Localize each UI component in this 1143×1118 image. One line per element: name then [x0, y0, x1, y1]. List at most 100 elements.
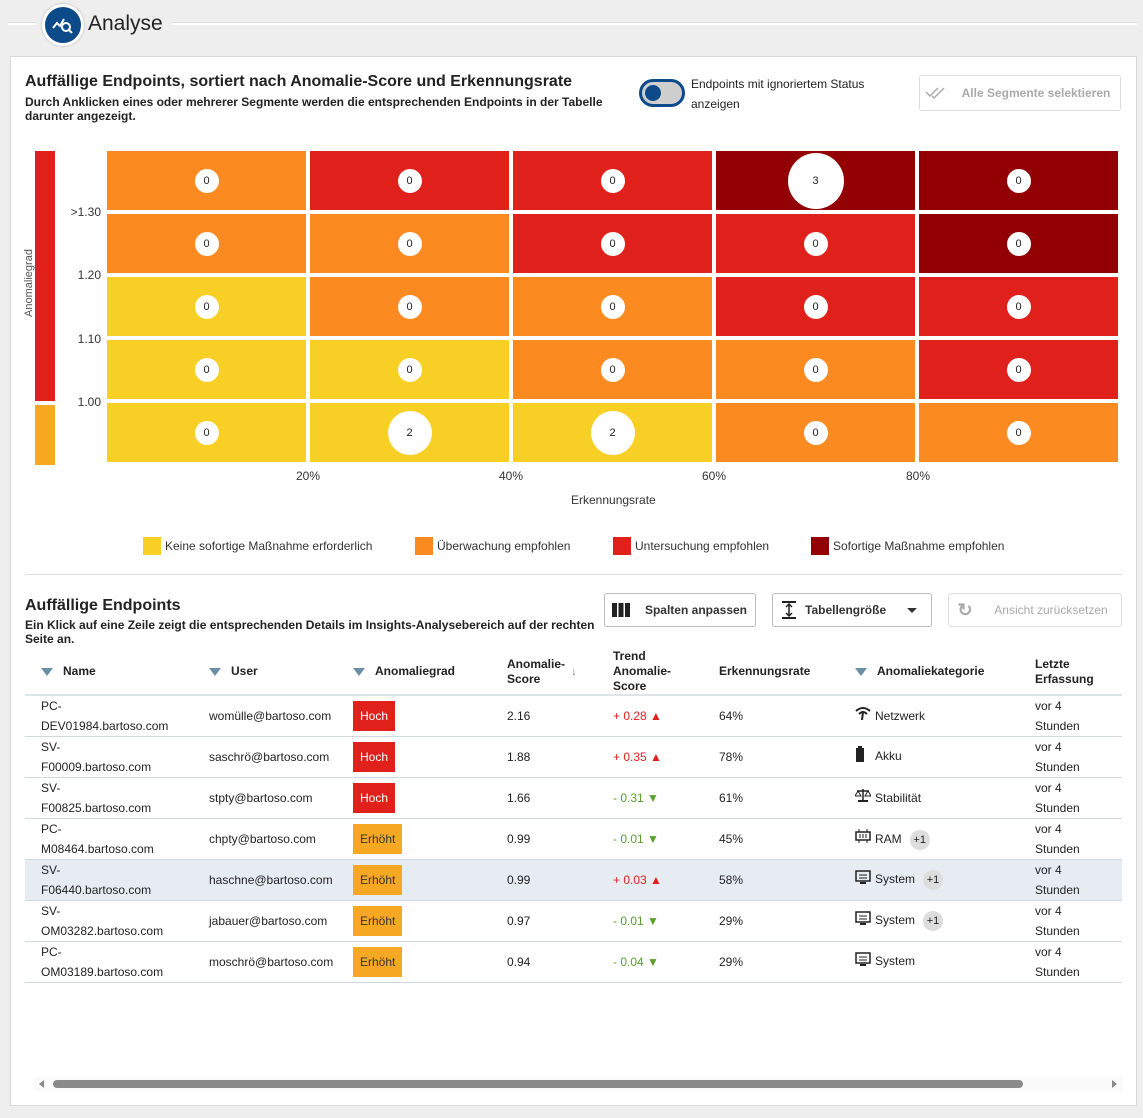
header-divider-left	[8, 22, 36, 25]
y-tick: 1.10	[77, 332, 101, 346]
filter-icon[interactable]	[353, 667, 365, 676]
grade-badge: Hoch	[353, 783, 396, 813]
battery-icon	[855, 746, 871, 768]
filter-icon[interactable]	[209, 667, 221, 676]
heatmap-cell[interactable]: 0	[716, 403, 915, 462]
col-header-rate[interactable]: Erkennungsrate	[719, 649, 855, 696]
col-header-score[interactable]: Anomalie-Score ↓	[507, 649, 613, 696]
heatmap-cell[interactable]: 0	[919, 151, 1118, 210]
heatmap-cell[interactable]: 0	[310, 214, 509, 273]
filter-icon[interactable]	[41, 667, 53, 676]
reset-view-label: Ansicht zurücksetzen	[994, 603, 1108, 617]
col-header-category[interactable]: Anomaliekategorie	[855, 649, 1035, 696]
col-label: Name	[63, 664, 96, 678]
reset-view-button[interactable]: ↻ Ansicht zurücksetzen	[948, 593, 1122, 627]
col-header-grade[interactable]: Anomaliegrad	[353, 649, 507, 696]
category-label: System	[875, 954, 916, 969]
table-size-label: Tabellengröße	[805, 603, 887, 617]
last-capture: vor 4 Stunden	[1035, 740, 1080, 774]
cell-user: chpty@bartoso.com	[193, 818, 353, 860]
analysis-icon	[42, 4, 84, 46]
heatmap-cell[interactable]: 0	[919, 277, 1118, 336]
filter-icon[interactable]	[855, 667, 867, 676]
cell-count-bubble: 0	[194, 420, 219, 445]
category-label: RAM	[875, 831, 902, 846]
triangle-up-icon: ▲	[650, 709, 662, 723]
cell-count-bubble: 0	[1006, 168, 1031, 193]
heatmap-cell[interactable]: 0	[919, 214, 1118, 273]
heatmap-cell[interactable]: 0	[107, 403, 306, 462]
heatmap-cell[interactable]: 0	[513, 277, 712, 336]
heatmap-cell[interactable]: 0	[107, 214, 306, 273]
col-header-name[interactable]: Name	[25, 649, 193, 696]
extra-count-badge[interactable]: +1	[909, 829, 930, 850]
table-row[interactable]: SV- OM03282.bartoso.com jabauer@bartoso.co…	[25, 900, 1122, 942]
grade-badge: Hoch	[353, 742, 396, 772]
heatmap-cell[interactable]: 0	[310, 340, 509, 399]
cell-trend: - 0.01 ▼	[613, 818, 719, 860]
legend-swatch	[415, 537, 433, 555]
heatmap-cell[interactable]: 0	[310, 151, 509, 210]
heatmap-cell[interactable]: 0	[716, 340, 915, 399]
sort-desc-icon[interactable]: ↓	[571, 663, 577, 678]
heatmap-cell[interactable]: 0	[107, 151, 306, 210]
table-row[interactable]: SV- F06440.bartoso.com haschne@bartoso.com…	[25, 859, 1122, 901]
legend-swatch	[613, 537, 631, 555]
col-header-last[interactable]: Letzte Erfassung	[1035, 649, 1122, 696]
heatmap-cell[interactable]: 0	[919, 403, 1118, 462]
adjust-columns-button[interactable]: Spalten anpassen	[604, 593, 756, 627]
heatmap-cell[interactable]: 0	[513, 340, 712, 399]
table-row[interactable]: PC- M08464.bartoso.com chpty@bartoso.com Er…	[25, 818, 1122, 860]
category-label: Netzwerk	[875, 708, 926, 723]
col-label: Anomaliegrad	[375, 664, 456, 678]
heatmap-cell[interactable]: 0	[919, 340, 1118, 399]
last-capture: vor 4 Stunden	[1035, 904, 1080, 938]
heatmap-cell[interactable]: 2	[310, 403, 509, 462]
cell-rate: 78%	[719, 736, 855, 778]
extra-count-badge[interactable]: +1	[923, 870, 944, 891]
heatmap-cell[interactable]: 3	[716, 151, 915, 210]
memory-icon	[855, 829, 871, 849]
scroll-right-arrow[interactable]	[1112, 1080, 1117, 1088]
table-row[interactable]: PC- DEV01984.bartoso.com womülle@bartoso.c…	[25, 695, 1122, 737]
page-header: Analyse	[0, 0, 1143, 52]
grade-badge: Erhöht	[353, 865, 403, 895]
ignored-status-toggle[interactable]	[639, 79, 685, 107]
scrollbar-thumb[interactable]	[53, 1080, 1023, 1088]
cell-last: vor 4 Stunden	[1035, 818, 1122, 860]
cell-count-bubble: 0	[397, 168, 422, 193]
cell-trend: - 0.04 ▼	[613, 941, 719, 983]
heatmap-cell[interactable]: 0	[513, 214, 712, 273]
cell-name: PC- OM03189.bartoso.com	[25, 941, 193, 983]
heatmap-cell[interactable]: 0	[716, 214, 915, 273]
col-header-user[interactable]: User	[193, 649, 353, 696]
table-size-dropdown[interactable]: Tabellengröße	[772, 593, 932, 627]
reset-icon: ↻	[957, 599, 973, 620]
section-divider	[25, 574, 1122, 575]
cell-count-bubble: 0	[397, 357, 422, 382]
cell-rate: 29%	[719, 941, 855, 983]
table-row[interactable]: SV- F00825.bartoso.com stpty@bartoso.com Ho…	[25, 777, 1122, 819]
table-row[interactable]: PC- OM03189.bartoso.com moschrö@bartoso.co…	[25, 941, 1122, 983]
horizontal-scrollbar[interactable]	[33, 1077, 1123, 1091]
heatmap-cell[interactable]: 0	[310, 277, 509, 336]
col-header-trend[interactable]: Trend Anomalie-Score	[613, 649, 719, 696]
table-row[interactable]: SV- F00009.bartoso.com saschrö@bartoso.com…	[25, 736, 1122, 778]
heatmap-cell[interactable]: 0	[107, 277, 306, 336]
endpoint-name: SV- F06440.bartoso.com	[41, 863, 152, 897]
cell-grade: Hoch	[353, 777, 507, 819]
cell-trend: + 0.28 ▲	[613, 695, 719, 737]
endpoint-name: SV- F00825.bartoso.com	[41, 781, 152, 815]
extra-count-badge[interactable]: +1	[923, 911, 944, 932]
heatmap-cell[interactable]: 0	[716, 277, 915, 336]
heatmap-cell[interactable]: 0	[513, 151, 712, 210]
heatmap-cell[interactable]: 0	[107, 340, 306, 399]
system-icon	[855, 951, 871, 973]
legend-item: Keine sofortige Maßnahme erforderlich	[143, 537, 372, 555]
legend-label: Keine sofortige Maßnahme erforderlich	[165, 539, 373, 553]
select-all-segments-button[interactable]: Alle Segmente selektieren	[919, 75, 1121, 111]
heatmap-cell[interactable]: 2	[513, 403, 712, 462]
cell-last: vor 4 Stunden	[1035, 900, 1122, 942]
scroll-left-arrow[interactable]	[39, 1080, 44, 1088]
triangle-up-icon: ▲	[650, 750, 662, 764]
